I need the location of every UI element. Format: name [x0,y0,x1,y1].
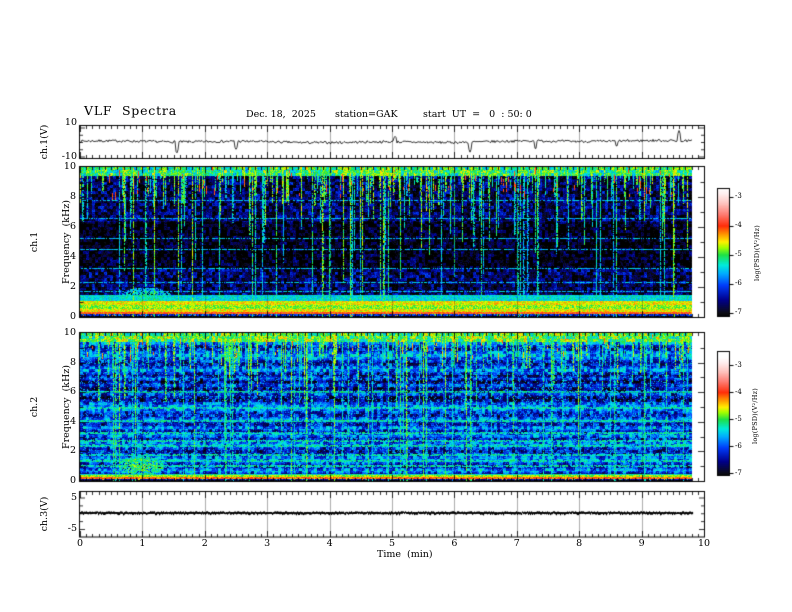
colorbar2-label: log(PSD)(V²/Hz) [750,388,759,444]
spec1-ytick-label: 2 [69,281,76,292]
figure-station: station=GAK [335,109,398,120]
x-tick-label: 7 [513,538,520,549]
x-tick-label: 4 [326,538,333,549]
spec1-ylabel: ch.1 Frequency (kHz) [9,200,93,284]
x-tick-label: 9 [638,538,645,549]
spec1-ytick-label: 6 [69,221,76,232]
spec2-ylabel-line2: Frequency (kHz) [60,365,72,449]
colorbar2-tick-label: -7 [735,468,742,477]
spec2-ylabel: ch.2 Frequency (kHz) [9,365,93,449]
spec2-ytick-label: 10 [63,327,76,338]
x-tick-label: 10 [697,538,711,549]
spec1-ylabel-line2: Frequency (kHz) [60,200,72,284]
x-tick-label: 6 [451,538,458,549]
spec1-ytick-label: 10 [63,161,76,172]
ch1-ytick-label: -10 [61,150,77,162]
colorbar2-tick-label: -6 [735,441,742,450]
x-tick-label: 5 [388,538,396,549]
spec1-ylabel-line1: ch.1 [29,231,40,253]
figure-start-ut: start UT = 0 : 50: 0 [423,109,532,120]
spec1-ytick-label: 0 [69,311,76,322]
colorbar1-tick-label: -3 [735,192,742,200]
spec1-ytick-label: 8 [69,191,76,202]
x-tick-label: 2 [201,538,208,549]
colorbar2-tick-label: -5 [735,414,742,423]
colorbar1-tick-label: -6 [735,279,742,287]
spec2-ytick-label: 0 [69,475,76,486]
xaxis-title: Time (min) [377,549,433,560]
spec2-ytick-label: 2 [69,445,76,457]
colorbar2-tick-label: -3 [735,360,742,369]
colorbar1-label: log(PSD)(V²/Hz) [752,225,761,281]
colorbar1-tick-label: -4 [735,221,742,229]
x-tick-label: 8 [576,538,583,549]
ch1-ytick-label: 10 [64,117,77,128]
colorbar1-tick-label: -5 [735,250,742,258]
spec2-ytick-label: 8 [69,356,76,368]
x-tick-label: 1 [139,538,146,549]
ch3-ytick-label: -5 [67,523,77,534]
x-tick-label: 3 [264,538,271,549]
spec2-ylabel-line1: ch.2 [29,396,40,418]
spec2-ytick-label: 6 [69,386,76,398]
ch3-ytick-label: 5 [70,491,77,503]
colorbar1-tick-label: -7 [735,308,742,316]
colorbar2-tick-label: -4 [735,387,742,396]
spec1-ytick-label: 4 [69,251,76,262]
figure-title: VLF Spectra [84,103,177,118]
figure-date: Dec. 18, 2025 [246,109,316,120]
spec2-ytick-label: 4 [69,415,76,427]
x-tick-label: 0 [76,538,84,549]
